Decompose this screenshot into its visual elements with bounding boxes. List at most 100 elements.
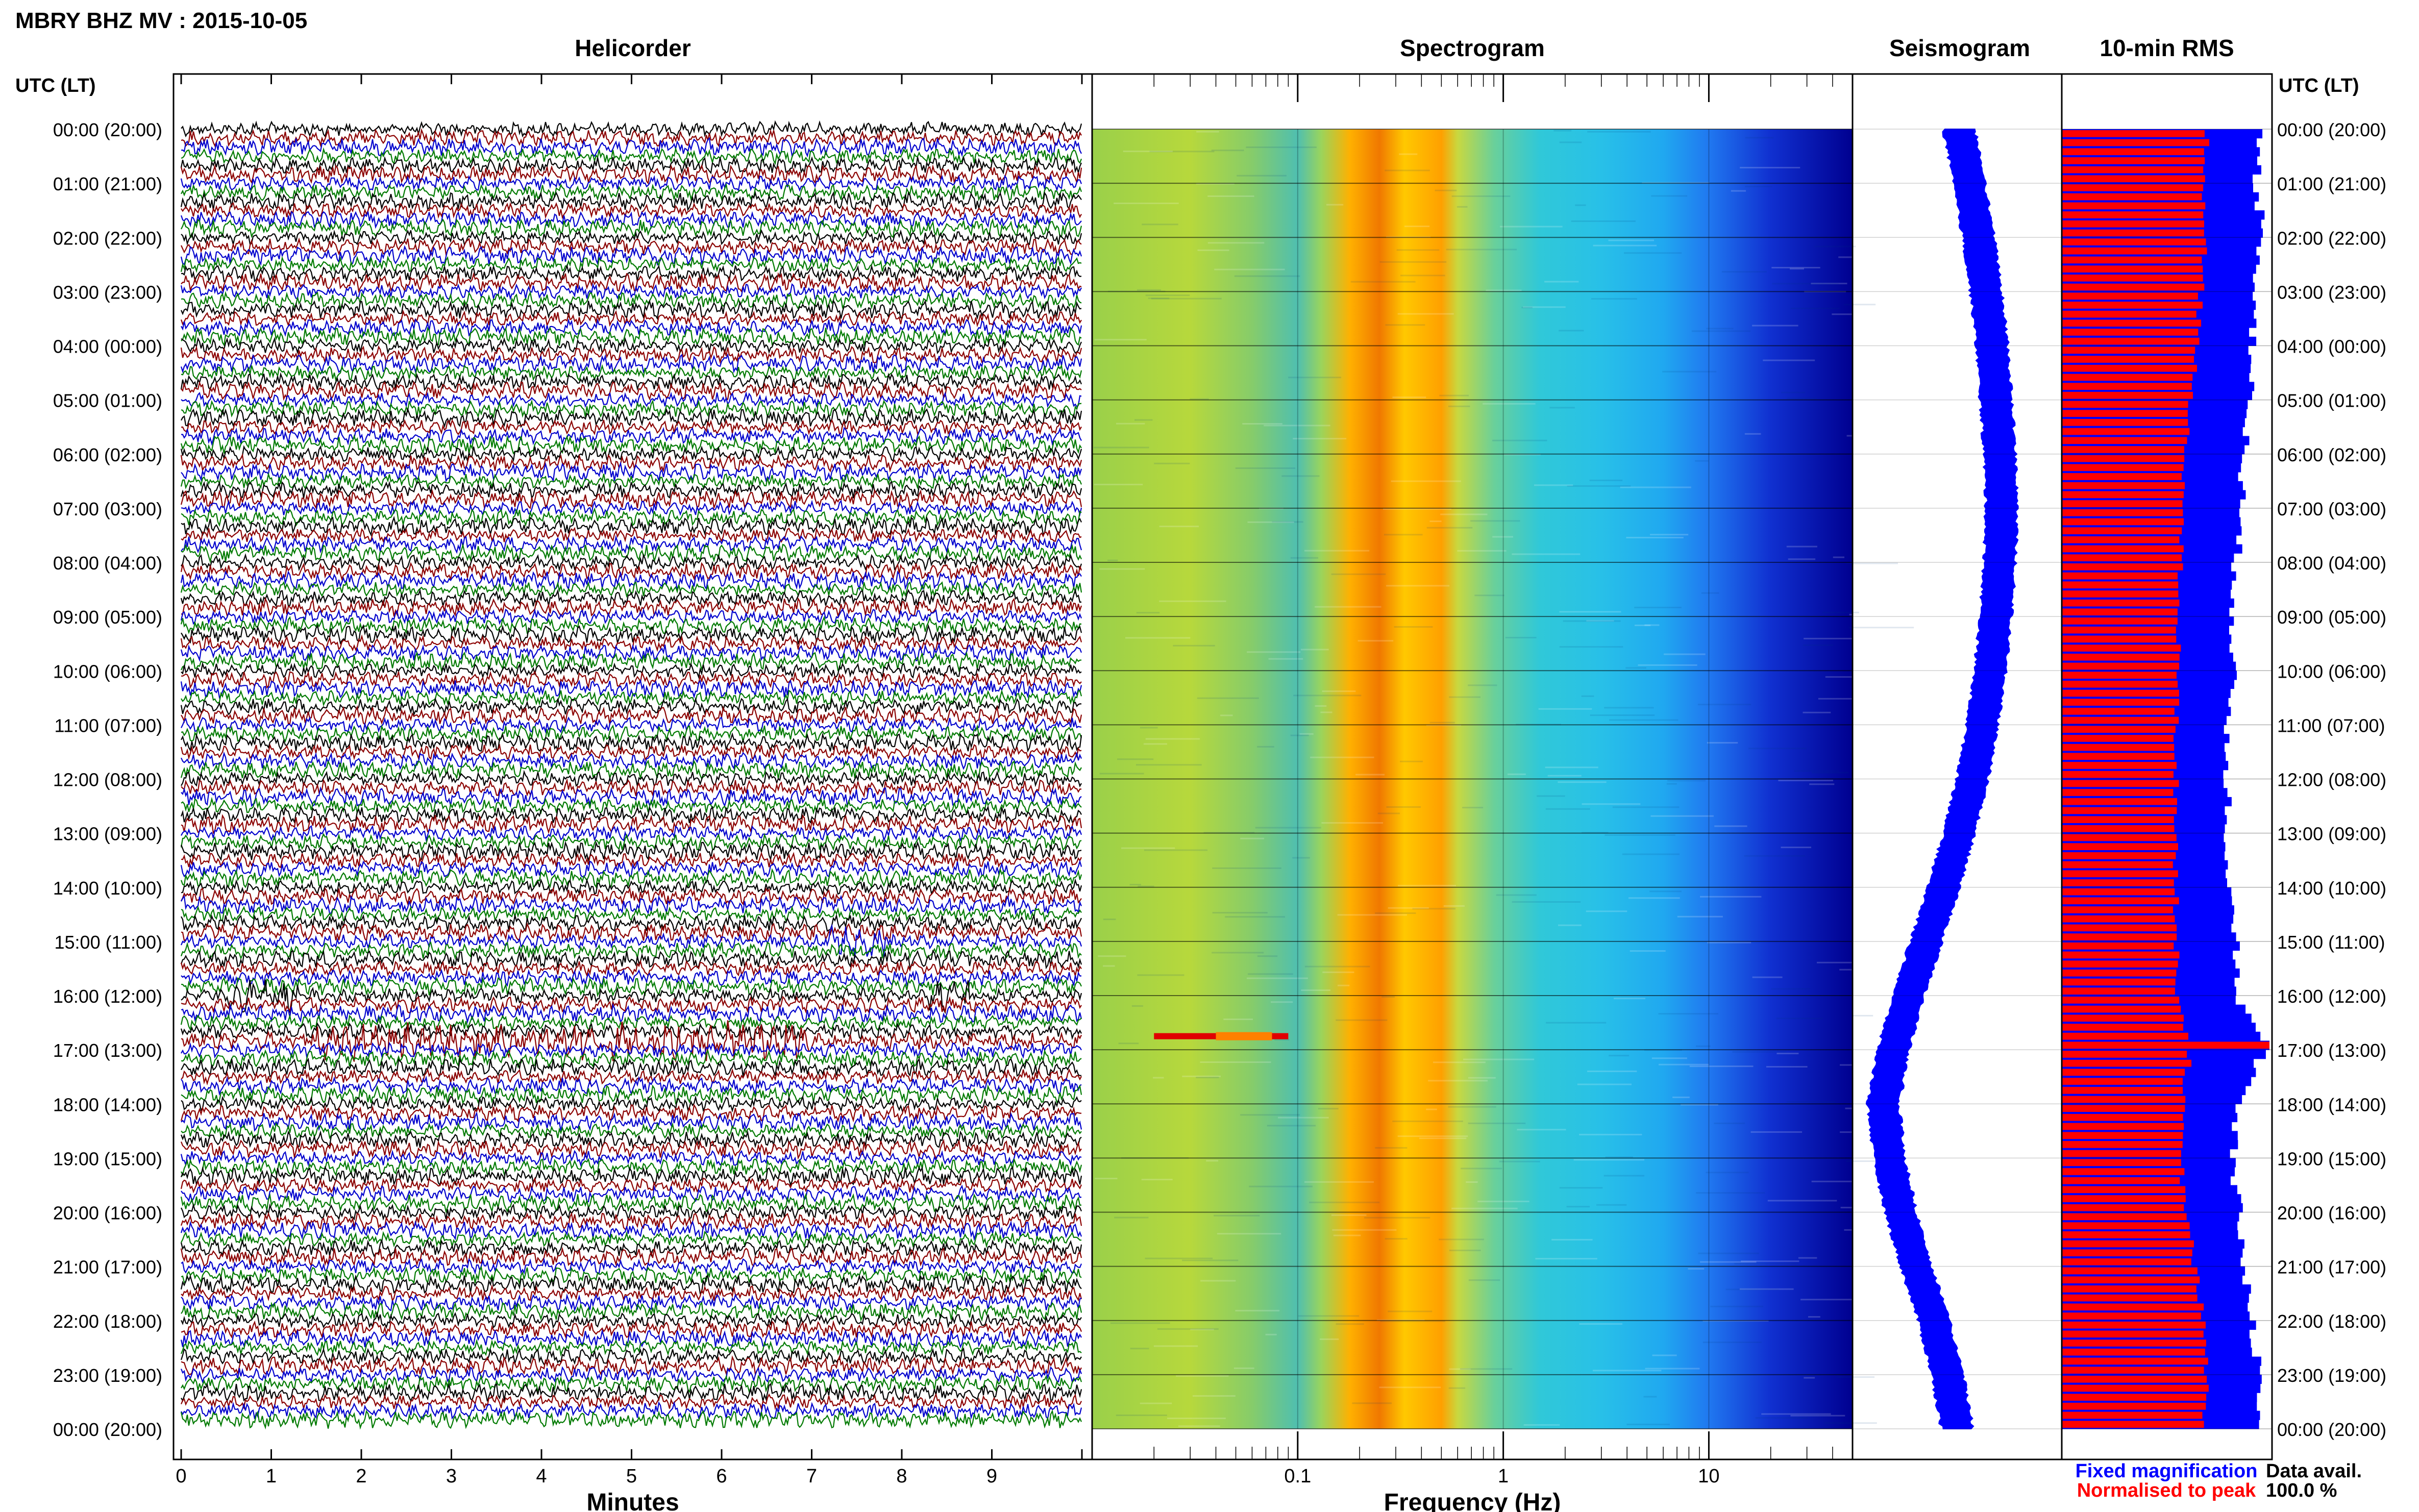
spectrogram-texture: [1579, 1133, 1642, 1135]
helicorder-trace: [181, 1084, 1082, 1105]
spectrogram-texture: [1385, 324, 1425, 326]
rms-bar-normalised: [2062, 437, 2187, 444]
time-tick-left: 15:00 (11:00): [55, 932, 162, 953]
spectrogram-texture: [1635, 625, 1651, 626]
time-tick-left: 22:00 (18:00): [53, 1311, 162, 1332]
spectrogram-texture: [1264, 425, 1330, 427]
spec-x-tick-label: 10: [1698, 1466, 1719, 1487]
helicorder-trace: [181, 515, 1082, 537]
spectrogram-texture: [1811, 283, 1847, 285]
spectrogram-texture: [1197, 249, 1229, 251]
spectrogram-texture: [1383, 508, 1451, 510]
spectrogram-texture: [1398, 885, 1456, 886]
spectrogram-texture: [1706, 328, 1734, 330]
helicorder-trace: [180, 1339, 1082, 1357]
spectrogram-texture: [1116, 1415, 1167, 1416]
spectrogram-texture: [1558, 781, 1607, 783]
spectrogram-texture: [1590, 714, 1655, 716]
seismogram-frame: [1852, 73, 2063, 1460]
spectrogram-texture: [1591, 298, 1637, 300]
spectrogram-texture: [1099, 773, 1144, 775]
rms-bar-normalised: [2062, 789, 2174, 796]
spectrogram-texture: [1662, 370, 1717, 373]
spectrogram-texture: [1404, 226, 1430, 228]
spectrogram-texture: [1846, 1160, 1885, 1162]
helicorder-trace: [180, 1274, 1082, 1295]
spectrogram-texture: [1545, 766, 1598, 769]
time-tick-right: 03:00 (23:00): [2277, 282, 2386, 303]
time-tick-left: 09:00 (05:00): [53, 607, 162, 628]
rms-bar-normalised: [2062, 1348, 2205, 1356]
spectrogram-texture: [1386, 806, 1421, 808]
helicorder-trace: [181, 1284, 1082, 1302]
seismogram-title: Seismogram: [1889, 35, 2030, 61]
spectrogram-texture: [1547, 775, 1582, 777]
spectrogram-texture: [1817, 961, 1870, 963]
spectrogram-texture: [1844, 1229, 1871, 1231]
time-tick-right: 21:00 (17:00): [2277, 1257, 2386, 1278]
time-tick-right: 20:00 (16:00): [2277, 1203, 2386, 1224]
spectrogram-texture: [1537, 795, 1565, 797]
helicorder-trace: [180, 156, 1082, 175]
rms-bar-normalised: [2062, 1375, 2207, 1383]
spectrogram-texture: [1206, 1160, 1219, 1162]
spectrogram-texture: [1474, 594, 1504, 597]
spectrogram-texture: [1116, 423, 1145, 425]
helicorder-trace: [180, 489, 1082, 510]
helicorder-trace: [180, 924, 1082, 958]
rms-bar-normalised: [2062, 1213, 2187, 1221]
spectrogram-texture: [1320, 711, 1332, 713]
rms-bar-normalised: [2062, 319, 2202, 327]
spectrogram-texture: [1176, 1375, 1229, 1377]
spectrogram-texture: [1182, 1259, 1239, 1261]
helicorder-trace: [180, 697, 1081, 717]
helicorder-trace: [181, 1057, 1081, 1078]
helicorder-xlabel: Minutes: [586, 1489, 679, 1512]
spectrogram-texture: [1182, 1075, 1221, 1077]
spectrogram-texture: [1098, 955, 1126, 957]
spectrogram-texture: [1766, 1066, 1808, 1068]
spectrogram-texture: [1825, 676, 1884, 678]
helicorder-trace: [181, 1095, 1082, 1113]
spectrogram-texture: [1852, 1014, 1873, 1017]
spectrogram-texture: [1688, 1268, 1705, 1270]
spectrogram-texture: [1702, 1342, 1762, 1343]
helicorder-trace: [181, 218, 1082, 238]
spectrogram-texture: [1608, 239, 1654, 241]
rms-bar-normalised: [2062, 184, 2204, 191]
spectrogram-texture: [1443, 905, 1465, 907]
seismogram-panel: [1853, 129, 2062, 1429]
rms-bar-normalised: [2062, 1321, 2206, 1329]
spectrogram-texture: [1567, 485, 1631, 487]
spectrogram-texture: [1136, 764, 1202, 766]
helicorder-trace: [180, 561, 1082, 582]
rms-panel: [2062, 129, 2272, 1429]
spectrogram-texture: [1836, 1376, 1875, 1378]
time-tick-left: 21:00 (17:00): [53, 1257, 162, 1278]
spectrogram-texture: [1143, 743, 1167, 745]
spectrogram-texture: [1714, 825, 1747, 827]
rms-bar-normalised: [2062, 987, 2175, 995]
helicorder-trace: [181, 913, 1082, 933]
rms-bar-normalised: [2062, 1141, 2183, 1148]
rms-bar-normalised: [2062, 1168, 2185, 1175]
time-tick-right: 17:00 (13:00): [2277, 1040, 2386, 1061]
spectrogram-texture: [1249, 1185, 1313, 1187]
spectrogram-texture: [1134, 419, 1153, 421]
time-tick-right: 00:00 (20:00): [2277, 1419, 2386, 1440]
rms-bar-normalised: [2062, 1078, 2183, 1085]
spectrogram-texture: [1336, 1019, 1388, 1021]
spectrogram-texture: [1255, 827, 1321, 829]
spectrogram-texture: [1388, 907, 1429, 909]
rms-bar-normalised: [2062, 1096, 2186, 1103]
spectrogram-texture: [1129, 884, 1141, 886]
spectrogram-texture: [1586, 910, 1627, 912]
spectrogram-texture: [1380, 1320, 1445, 1322]
helicorder-trace: [180, 743, 1082, 761]
helicorder-trace: [180, 472, 1082, 490]
rms-bar-normalised: [2062, 780, 2179, 787]
helicorder-trace: [180, 679, 1082, 699]
rms-bar-normalised: [2062, 906, 2174, 913]
spectrogram-texture: [1586, 620, 1614, 622]
spectrogram-texture: [1587, 1070, 1637, 1072]
